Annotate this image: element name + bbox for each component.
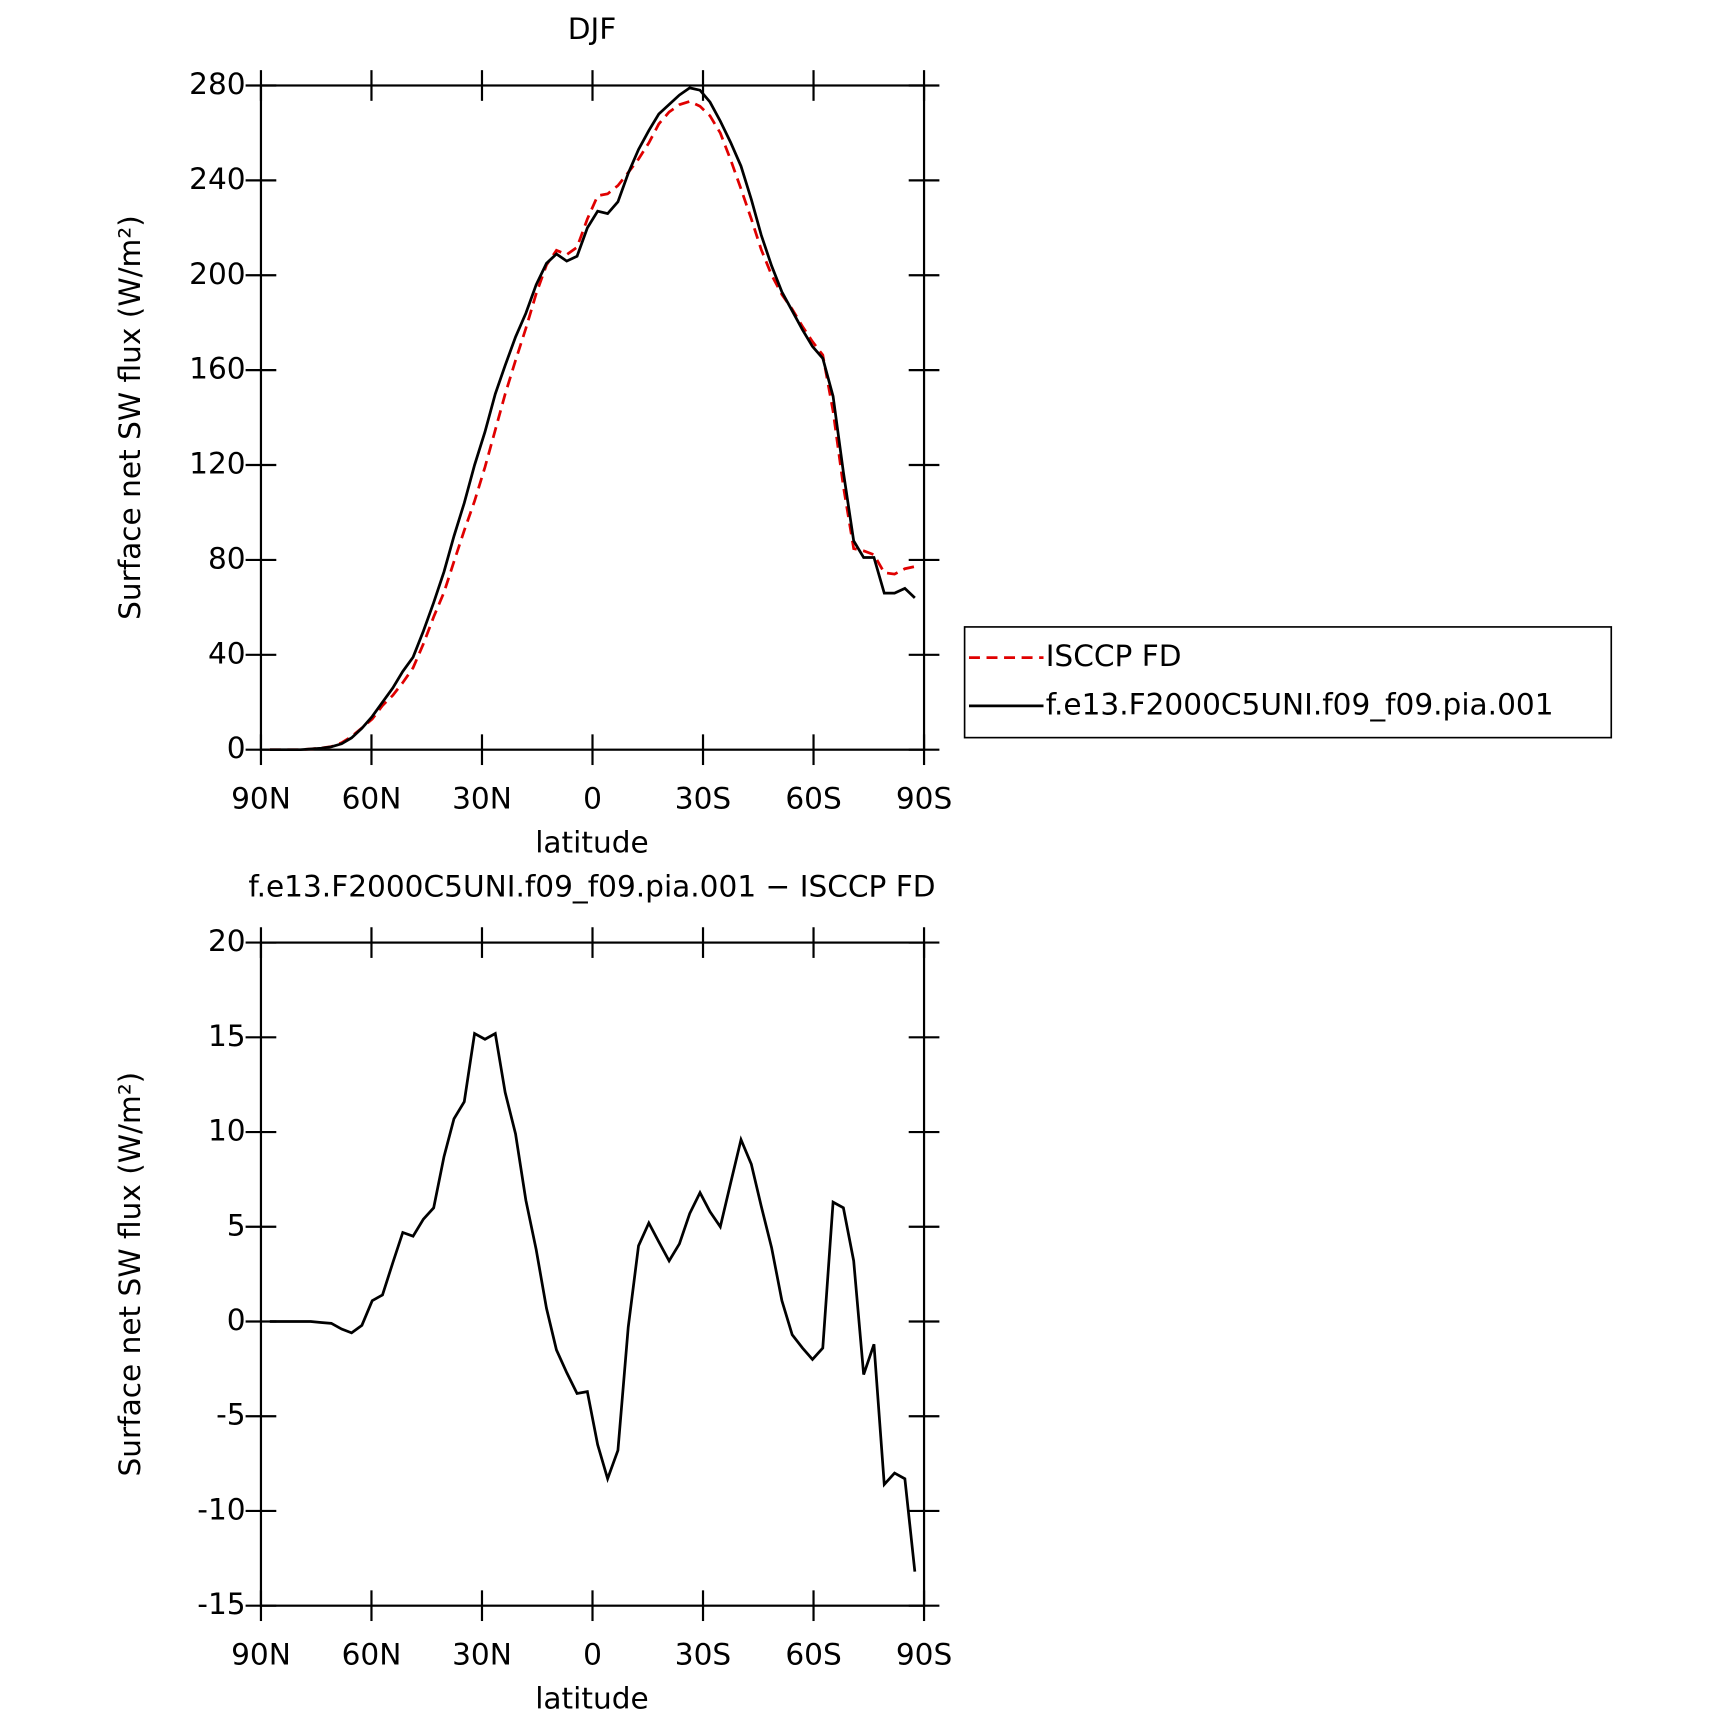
x-axis-label: latitude (535, 825, 648, 859)
y-axis-label: Surface net SW flux (W/m²) (113, 215, 147, 620)
series-line (269, 99, 916, 752)
x-tick-label: 30N (452, 782, 512, 816)
y-tick-label: 20 (208, 924, 246, 958)
chart-title: f.e13.F2000C5UNI.f09_f09.pia.001 − ISCCP… (248, 869, 935, 903)
legend-label: f.e13.F2000C5UNI.f09_f09.pia.001 (1046, 687, 1554, 721)
series-line (269, 86, 916, 752)
x-tick-label: 60S (785, 1638, 841, 1672)
x-tick-label: 60S (785, 782, 841, 816)
y-tick-label: 160 (189, 352, 245, 386)
x-tick-label: 90N (231, 782, 291, 816)
y-tick-label: 280 (189, 67, 245, 101)
x-tick-label: 90S (896, 1638, 952, 1672)
y-axis-label: Surface net SW flux (W/m²) (113, 1072, 147, 1477)
x-tick-label: 90S (896, 782, 952, 816)
legend-box (963, 626, 1613, 739)
y-tick-label: 5 (227, 1208, 246, 1242)
x-axis-label: latitude (535, 1681, 648, 1712)
y-tick-label: 0 (227, 731, 246, 765)
x-tick-label: 30N (452, 1638, 512, 1672)
x-tick-label: 0 (583, 782, 602, 816)
y-tick-label: 0 (227, 1303, 246, 1337)
y-tick-label: -15 (197, 1587, 245, 1621)
series-line (269, 1031, 917, 1572)
y-tick-label: 10 (208, 1114, 246, 1148)
x-tick-label: 90N (231, 1638, 291, 1672)
x-tick-label: 60N (342, 782, 402, 816)
legend-label: ISCCP FD (1046, 639, 1182, 673)
x-tick-label: 0 (583, 1638, 602, 1672)
y-tick-label: 200 (189, 257, 245, 291)
x-tick-label: 30S (675, 1638, 731, 1672)
x-tick-label: 30S (675, 782, 731, 816)
plot-frame (259, 941, 926, 1607)
chart-title: DJF (568, 12, 617, 46)
y-tick-label: -5 (216, 1398, 246, 1432)
y-tick-label: -10 (197, 1492, 245, 1526)
y-tick-label: 15 (208, 1019, 246, 1053)
y-tick-label: 120 (189, 447, 245, 481)
y-tick-label: 40 (208, 636, 246, 670)
plot-frame (259, 84, 926, 751)
y-tick-label: 240 (189, 162, 245, 196)
y-tick-label: 80 (208, 541, 246, 575)
x-tick-label: 60N (342, 1638, 402, 1672)
